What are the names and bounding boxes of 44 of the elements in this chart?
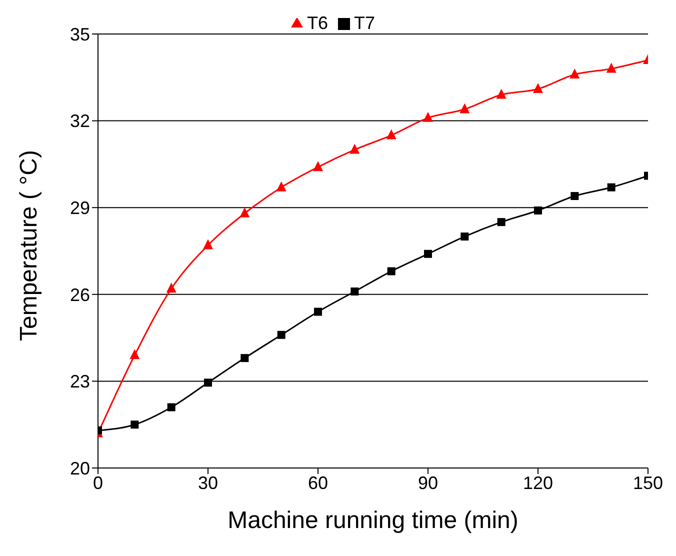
point (166, 282, 176, 293)
y-tick-label: 32 (70, 111, 90, 132)
point (496, 88, 506, 99)
point (460, 103, 470, 114)
point (130, 349, 140, 360)
x-tick-label: 120 (522, 472, 554, 493)
point (423, 112, 433, 122)
x-tick-label: 0 (92, 472, 104, 493)
point (167, 403, 176, 412)
legend-label: T6 (306, 13, 328, 33)
x-axis-title: Machine running time (min) (228, 507, 518, 534)
point (240, 207, 250, 218)
legend-label: T7 (354, 13, 376, 33)
y-tick-label: 23 (70, 372, 90, 392)
point (276, 181, 286, 192)
y-tick-label: 35 (70, 24, 90, 44)
y-tick-label: 20 (70, 458, 90, 478)
x-tick-label: 90 (418, 472, 438, 493)
point (534, 206, 542, 214)
point (460, 232, 469, 241)
point (424, 250, 432, 258)
x-tick-label: 60 (308, 472, 328, 493)
point (386, 129, 396, 140)
point (497, 218, 506, 226)
point (314, 308, 322, 316)
x-tick-label: 150 (632, 472, 664, 493)
x-tick-label: 30 (198, 472, 218, 493)
point (387, 267, 396, 276)
point (350, 288, 359, 296)
point (533, 82, 543, 93)
y-axis-title: Temperature ( °C) (16, 150, 43, 341)
point (607, 183, 616, 192)
point (350, 144, 360, 154)
point (570, 68, 580, 79)
y-tick-label: 29 (70, 198, 90, 218)
point (277, 330, 286, 339)
point (130, 420, 139, 429)
point (204, 378, 212, 387)
y-tick-label: 26 (70, 284, 90, 305)
point (570, 192, 579, 200)
point (203, 239, 213, 250)
point (240, 354, 249, 362)
point (313, 161, 323, 172)
point (606, 62, 616, 73)
